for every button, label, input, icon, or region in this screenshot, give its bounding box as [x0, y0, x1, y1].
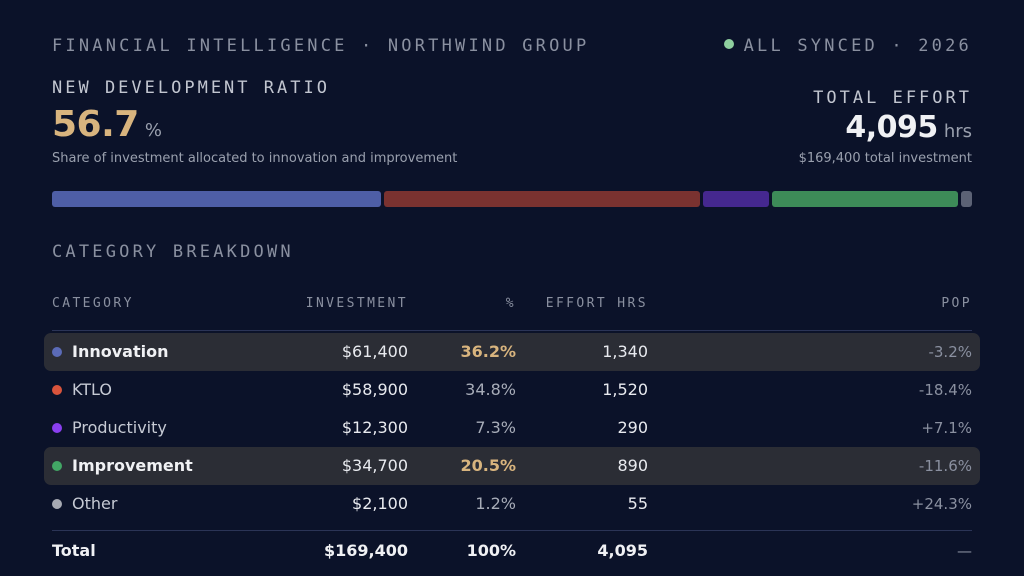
total-pop: — — [957, 542, 972, 560]
percent-value: 36.2% — [460, 342, 516, 361]
investment-value: $34,700 — [341, 456, 408, 475]
category-dot-icon — [52, 423, 62, 433]
percent-value: 34.8% — [465, 380, 516, 399]
category-dot-icon — [52, 461, 62, 471]
category-dot-icon — [52, 385, 62, 395]
allocation-bar — [52, 191, 972, 207]
section-title: CATEGORY BREAKDOWN — [52, 242, 294, 262]
effort-value: 4,095 — [845, 110, 938, 145]
sync-status-label: ALL SYNCED · 2026 — [743, 36, 972, 56]
allocation-segment-improvement — [771, 191, 959, 207]
effort-value: 55 — [627, 494, 648, 513]
table-header: CATEGORY INVESTMENT % EFFORT HRS POP — [52, 296, 972, 316]
column-header-investment: INVESTMENT — [305, 296, 408, 311]
sync-status-dot-icon — [723, 39, 734, 49]
effort-unit: hrs — [943, 121, 972, 142]
allocation-segment-productivity — [702, 191, 769, 207]
ratio-unit: % — [144, 120, 162, 141]
category-dot-icon — [52, 499, 62, 509]
effort-value: 1,340 — [602, 342, 648, 361]
table-row[interactable]: Other $2,100 1.2% 55 +24.3% — [44, 485, 980, 523]
category-name: Innovation — [72, 342, 169, 361]
allocation-segment-innovation — [52, 191, 381, 207]
category-dot-icon — [52, 347, 62, 357]
ratio-label: NEW DEVELOPMENT RATIO — [52, 78, 330, 98]
allocation-segment-ktlo — [383, 191, 700, 207]
top-bar: FINANCIAL INTELLIGENCE · NORTHWIND GROUP… — [52, 36, 972, 58]
new-development-ratio-kpi: NEW DEVELOPMENT RATIO 56.7% Share of inv… — [52, 78, 457, 166]
category-name: Other — [72, 494, 118, 513]
header-divider — [52, 330, 972, 331]
percent-value: 7.3% — [475, 418, 516, 437]
table-row[interactable]: Innovation $61,400 36.2% 1,340 -3.2% — [44, 333, 980, 371]
percent-value: 20.5% — [460, 456, 516, 475]
ratio-description: Share of investment allocated to innovat… — [52, 151, 458, 166]
effort-value: 890 — [617, 456, 648, 475]
effort-value: 290 — [617, 418, 648, 437]
column-header-pop: POP — [941, 296, 972, 311]
investment-value: $61,400 — [341, 342, 408, 361]
investment-value: $12,300 — [341, 418, 408, 437]
table-row[interactable]: Improvement $34,700 20.5% 890 -11.6% — [44, 447, 980, 485]
brand-title: FINANCIAL INTELLIGENCE · NORTHWIND GROUP — [52, 36, 590, 56]
column-header-effort-hrs: EFFORT HRS — [545, 296, 648, 311]
table-total-row: Total $169,400 100% 4,095 — — [44, 532, 980, 570]
footer-divider — [52, 530, 972, 531]
effort-value: 1,520 — [602, 380, 648, 399]
category-name: KTLO — [72, 380, 112, 399]
effort-total-investment: $169,400 total investment — [798, 151, 972, 166]
pop-value: +24.3% — [911, 495, 972, 513]
sync-status: ALL SYNCED · 2026 — [723, 36, 972, 56]
ratio-value-row: 56.7% — [52, 104, 457, 145]
effort-value-row: 4,095 hrs — [799, 110, 972, 145]
effort-label: TOTAL EFFORT — [813, 88, 972, 108]
investment-value: $58,900 — [341, 380, 408, 399]
column-header-percent: % — [505, 296, 516, 311]
total-label: Total — [52, 541, 96, 560]
pop-value: -11.6% — [918, 457, 972, 475]
pop-value: +7.1% — [921, 419, 972, 437]
category-name: Improvement — [72, 456, 193, 475]
column-header-category: CATEGORY — [52, 296, 134, 311]
table-row[interactable]: KTLO $58,900 34.8% 1,520 -18.4% — [44, 371, 980, 409]
total-percent: 100% — [466, 541, 516, 560]
percent-value: 1.2% — [475, 494, 516, 513]
pop-value: -18.4% — [918, 381, 972, 399]
total-effort-kpi: TOTAL EFFORT 4,095 hrs $169,400 total inv… — [799, 88, 972, 166]
ratio-value: 56.7 — [52, 104, 139, 145]
category-name: Productivity — [72, 418, 167, 437]
table-row[interactable]: Productivity $12,300 7.3% 290 +7.1% — [44, 409, 980, 447]
allocation-segment-other — [961, 191, 972, 207]
investment-value: $2,100 — [352, 494, 408, 513]
pop-value: -3.2% — [928, 343, 972, 361]
total-effort: 4,095 — [597, 541, 648, 560]
total-investment: $169,400 — [323, 541, 408, 560]
